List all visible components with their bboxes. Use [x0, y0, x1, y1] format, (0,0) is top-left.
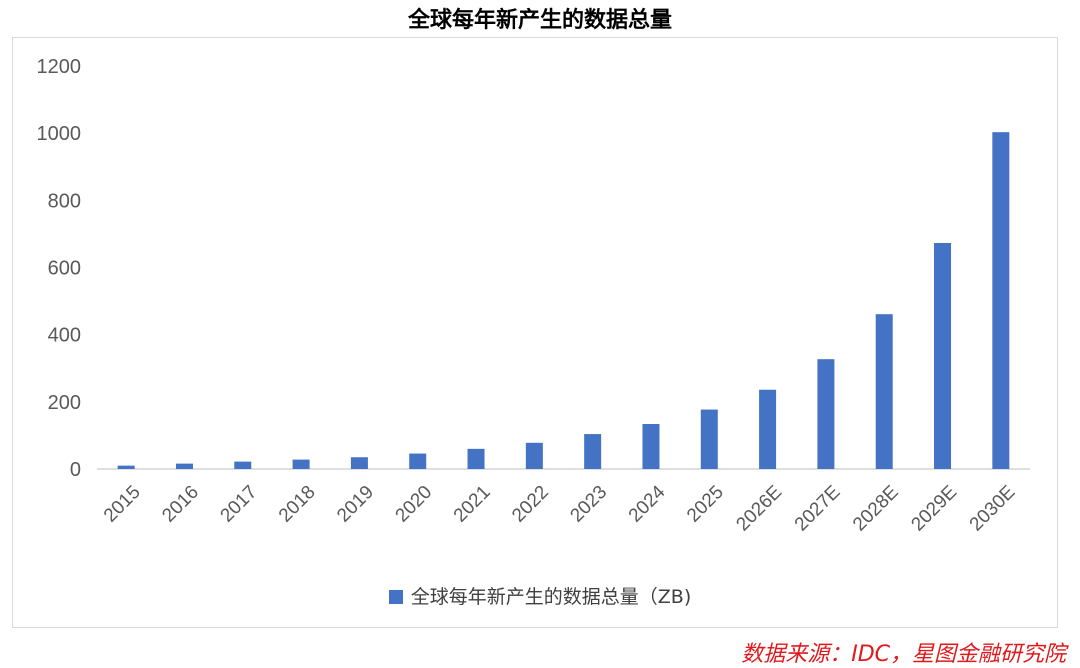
x-tick-label: 2018 [275, 482, 320, 527]
bar-2025 [700, 409, 718, 469]
x-tick-label: 2022 [508, 482, 553, 527]
x-tick-label: 2015 [100, 482, 145, 527]
bar-2018 [292, 459, 310, 469]
x-tick-label: 2028E [849, 482, 903, 536]
bar-2019 [350, 457, 368, 469]
y-axis-labels: 0 200 400 600 800 1000 1200 [37, 56, 82, 481]
x-tick-label: 2027E [791, 482, 845, 536]
x-tick-label: 2026E [732, 482, 786, 536]
y-tick-label: 1000 [37, 123, 82, 145]
x-tick-label: 2029E [907, 482, 961, 536]
y-tick-label: 800 [48, 190, 81, 212]
bar-2028E [875, 314, 893, 469]
x-tick-label: 2025 [683, 482, 728, 527]
x-axis-labels: 2015 2016 2017 2018 2019 2020 2021 2022 2023 2024… [100, 481, 1019, 535]
bar-2017 [234, 461, 252, 469]
bar-2016 [175, 463, 193, 469]
x-tick-label: 2016 [158, 482, 203, 527]
bar-2022 [525, 442, 543, 469]
chart-title: 全球每年新产生的数据总量 [407, 8, 672, 33]
y-tick-label: 1200 [37, 56, 82, 78]
x-tick-label: 2021 [450, 482, 495, 527]
y-tick-label: 400 [48, 325, 81, 347]
bar-2026E [759, 389, 777, 469]
x-tick-label: 2017 [217, 482, 262, 527]
y-tick-label: 0 [70, 459, 81, 481]
bar-2021 [467, 448, 485, 469]
chart-frame [12, 37, 1058, 628]
y-tick-label: 200 [48, 392, 81, 414]
x-tick-label: 2020 [392, 482, 437, 527]
bar-2023 [584, 434, 602, 469]
bar-2024 [642, 423, 660, 469]
bar-2030E [992, 132, 1010, 469]
y-tick-label: 600 [48, 258, 81, 280]
legend: 全球每年新产生的数据总量（ZB) [0, 582, 1080, 609]
source-note: 数据来源：IDC，星图金融研究院 [741, 642, 1066, 667]
x-tick-label: 2023 [566, 482, 611, 527]
bar-2015 [117, 465, 135, 469]
bar-2029E [934, 242, 952, 469]
legend-swatch [388, 590, 403, 604]
x-tick-label: 2019 [333, 482, 378, 527]
x-tick-label: 2030E [966, 482, 1020, 536]
bar-2027E [817, 359, 835, 469]
legend-label: 全球每年新产生的数据总量（ZB) [410, 586, 692, 608]
bar-2020 [409, 453, 427, 469]
x-tick-label: 2024 [625, 481, 670, 526]
bars [117, 132, 1010, 469]
